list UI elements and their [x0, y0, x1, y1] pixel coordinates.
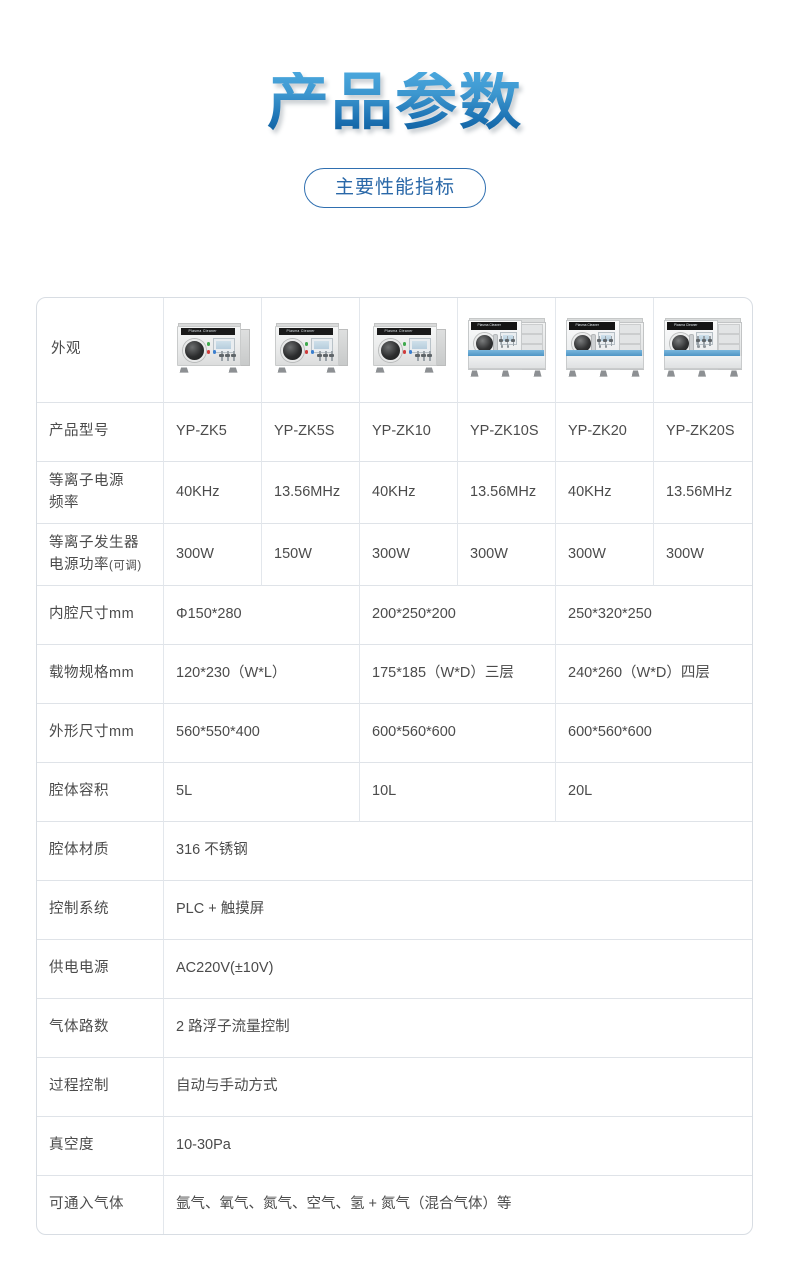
- chamber-size-value-2: 200*250*200: [360, 586, 556, 645]
- outer-size-value-2: 600*560*600: [360, 704, 556, 763]
- table-row-control-system: 控制系统 PLC + 触摸屏: [37, 881, 752, 940]
- machine-image-cell-1: Plasma Cleaner: [164, 298, 262, 403]
- chamber-volume-value-1: 5L: [164, 763, 360, 822]
- table-row-vacuum: 真空度 10-30Pa: [37, 1117, 752, 1176]
- machine-image-cell-4: Plasma Cleaner: [458, 298, 556, 403]
- model-value-4: YP-ZK10S: [458, 403, 556, 462]
- frequency-value-1: 40KHz: [164, 462, 262, 524]
- power-value-5: 300W: [556, 524, 654, 586]
- model-value-2: YP-ZK5S: [262, 403, 360, 462]
- machine-image-cell-2: Plasma Cleaner: [262, 298, 360, 403]
- process-control-value: 自动与手动方式: [164, 1058, 752, 1117]
- machine-brand-label: Plasma Cleaner: [384, 329, 413, 334]
- table-row-gas-lines: 气体路数 2 路浮子流量控制: [37, 999, 752, 1058]
- row-label-frequency: 等离子电源 频率: [37, 462, 164, 524]
- machine-brand-label: Plasma Cleaner: [477, 323, 501, 328]
- table-row-chamber-size: 内腔尺寸mm Φ150*280 200*250*200 250*320*250: [37, 586, 752, 645]
- shelf-size-value-2: 175*185（W*D）三层: [360, 645, 556, 704]
- row-label-process-control: 过程控制: [37, 1058, 164, 1117]
- frequency-value-4: 13.56MHz: [458, 462, 556, 524]
- row-label-control-system: 控制系统: [37, 881, 164, 940]
- page-title: 产品参数: [266, 68, 523, 137]
- machine-brand-label: Plasma Cleaner: [188, 329, 217, 334]
- spec-table: 外观 Plasma Cleaner: [36, 297, 753, 1235]
- row-label-chamber-size: 内腔尺寸mm: [37, 586, 164, 645]
- row-label-vacuum: 真空度: [37, 1117, 164, 1176]
- shelf-size-value-3: 240*260（W*D）四层: [556, 645, 752, 704]
- gas-lines-value: 2 路浮子流量控制: [164, 999, 752, 1058]
- spec-table-wrap: 外观 Plasma Cleaner: [36, 297, 753, 1235]
- page-title-area: 产品参数: [0, 0, 790, 134]
- machine-image-cell-5: Plasma Cleaner: [556, 298, 654, 403]
- table-row-gases: 可通入气体 氩气、氧气、氮气、空气、氢 + 氮气（混合气体）等: [37, 1176, 752, 1234]
- row-label-shelf-size: 载物规格mm: [37, 645, 164, 704]
- table-row-frequency: 等离子电源 频率 40KHz 13.56MHz 40KHz 13.56MHz 4…: [37, 462, 752, 524]
- chamber-size-value-1: Φ150*280: [164, 586, 360, 645]
- row-label-chamber-material: 腔体材质: [37, 822, 164, 881]
- benchtop-machine-icon: Plasma Cleaner: [171, 320, 255, 373]
- gases-value: 氩气、氧气、氮气、空气、氢 + 氮气（混合气体）等: [176, 1196, 512, 1213]
- floor-machine-icon: Plasma Cleaner: [562, 316, 648, 377]
- subtitle-badge: 主要性能指标: [303, 168, 486, 208]
- frequency-value-3: 40KHz: [360, 462, 458, 524]
- outer-size-value-3: 600*560*600: [556, 704, 752, 763]
- benchtop-machine-icon: Plasma Cleaner: [367, 320, 451, 373]
- model-value-3: YP-ZK10: [360, 403, 458, 462]
- outer-size-value-1: 560*550*400: [164, 704, 360, 763]
- row-label-outer-size: 外形尺寸mm: [37, 704, 164, 763]
- table-row-process-control: 过程控制 自动与手动方式: [37, 1058, 752, 1117]
- machine-image-cell-3: Plasma Cleaner: [360, 298, 458, 403]
- power-value-2: 150W: [262, 524, 360, 586]
- power-value-4: 300W: [458, 524, 556, 586]
- floor-machine-icon: Plasma Cleaner: [660, 316, 746, 377]
- machine-brand-label: Plasma Cleaner: [674, 323, 698, 328]
- subtitle-badge-area: 主要性能指标: [0, 168, 790, 208]
- frequency-value-2: 13.56MHz: [262, 462, 360, 524]
- table-row-chamber-volume: 腔体容积 5L 10L 20L: [37, 763, 752, 822]
- table-row-power-supply: 供电电源 AC220V(±10V): [37, 940, 752, 999]
- row-label-frequency-line1: 等离子电源: [49, 473, 124, 490]
- machine-image-cell-6: Plasma Cleaner: [654, 298, 752, 403]
- model-value-6: YP-ZK20S: [654, 403, 752, 462]
- chamber-material-value: 316 不锈钢: [164, 822, 752, 881]
- machine-brand-label: Plasma Cleaner: [575, 323, 599, 328]
- row-label-gases: 可通入气体: [37, 1176, 164, 1234]
- table-row-shelf-size: 载物规格mm 120*230（W*L） 175*185（W*D）三层 240*2…: [37, 645, 752, 704]
- row-label-model: 产品型号: [37, 403, 164, 462]
- chamber-volume-value-2: 10L: [360, 763, 556, 822]
- row-label-power-line2: 电源功率: [49, 556, 109, 573]
- table-row-chamber-material: 腔体材质 316 不锈钢: [37, 822, 752, 881]
- model-value-1: YP-ZK5: [164, 403, 262, 462]
- table-row-power: 等离子发生器 电源功率(可调) 300W 150W 300W 300W 300W…: [37, 524, 752, 586]
- floor-machine-icon: Plasma Cleaner: [464, 316, 550, 377]
- vacuum-value: 10-30Pa: [164, 1117, 752, 1176]
- model-value-5: YP-ZK20: [556, 403, 654, 462]
- row-label-gas-lines: 气体路数: [37, 999, 164, 1058]
- control-system-value: PLC + 触摸屏: [164, 881, 752, 940]
- row-label-power-supply: 供电电源: [37, 940, 164, 999]
- table-row-appearance: 外观 Plasma Cleaner: [37, 298, 752, 403]
- chamber-volume-value-3: 20L: [556, 763, 752, 822]
- row-label-power-line1: 等离子发生器: [49, 535, 139, 552]
- row-label-appearance: 外观: [37, 298, 164, 403]
- shelf-size-value-1: 120*230（W*L）: [164, 645, 360, 704]
- row-label-power-note: (可调): [109, 559, 142, 572]
- power-value-3: 300W: [360, 524, 458, 586]
- table-row-outer-size: 外形尺寸mm 560*550*400 600*560*600 600*560*6…: [37, 704, 752, 763]
- machine-brand-label: Plasma Cleaner: [286, 329, 315, 334]
- power-supply-value: AC220V(±10V): [164, 940, 752, 999]
- row-label-chamber-volume: 腔体容积: [37, 763, 164, 822]
- power-value-1: 300W: [164, 524, 262, 586]
- table-row-model: 产品型号 YP-ZK5 YP-ZK5S YP-ZK10 YP-ZK10S YP-…: [37, 403, 752, 462]
- row-label-power: 等离子发生器 电源功率(可调): [37, 524, 164, 586]
- row-label-frequency-line2: 频率: [49, 494, 79, 511]
- chamber-size-value-3: 250*320*250: [556, 586, 752, 645]
- frequency-value-5: 40KHz: [556, 462, 654, 524]
- power-value-6: 300W: [654, 524, 752, 586]
- frequency-value-6: 13.56MHz: [654, 462, 752, 524]
- benchtop-machine-icon: Plasma Cleaner: [269, 320, 353, 373]
